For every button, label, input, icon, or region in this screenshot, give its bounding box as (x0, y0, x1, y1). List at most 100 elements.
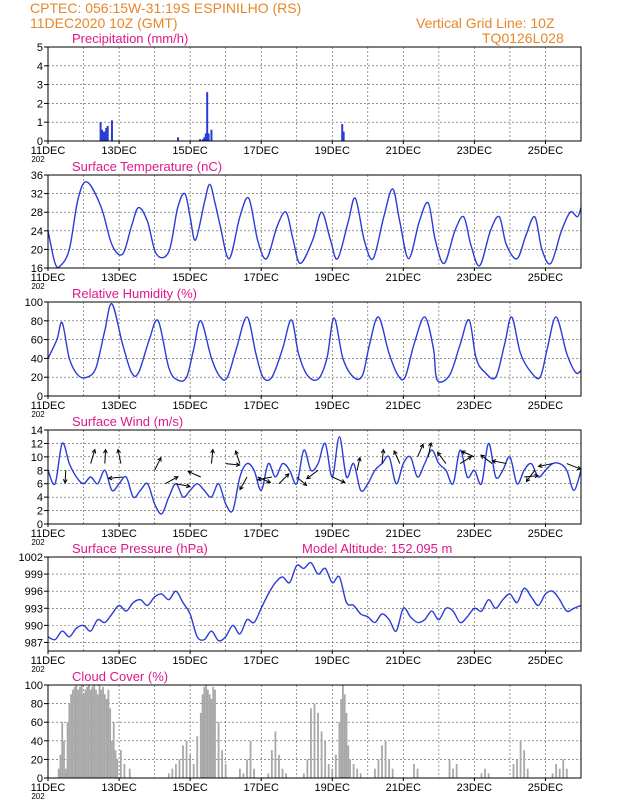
y-tick-label: 40 (31, 353, 43, 365)
panel-title: Cloud Cover (%) (72, 669, 168, 684)
x-tick-label: 25DEC (528, 655, 564, 667)
wind-arrow-head (460, 450, 466, 455)
cloud-bar (75, 685, 78, 778)
wind-arrow-shaft (117, 449, 122, 464)
cloud-bar (565, 768, 568, 778)
cloud-bar (526, 768, 529, 778)
cloud-bar (374, 768, 376, 778)
x-tick-label: 17DEC (243, 782, 279, 794)
x-tick-label: 23DEC (457, 782, 493, 794)
x-tick-label: 25DEC (528, 400, 564, 412)
precip-bar (201, 139, 204, 141)
cloud-bar (189, 754, 192, 778)
cloud-bar (214, 689, 216, 778)
wind-arrow-shaft (393, 450, 401, 464)
x-year-label: 202 (31, 282, 45, 291)
wind-arrow-head (210, 448, 215, 454)
cloud-bar (192, 764, 195, 778)
cloud-bar (340, 698, 343, 778)
y-tick-label: 32 (31, 189, 43, 201)
wind-arrow-head (306, 474, 311, 480)
x-tick-label: 23DEC (457, 528, 493, 540)
precip-bar (106, 125, 109, 141)
y-tick-label: 10 (31, 452, 43, 464)
cloud-bar (77, 689, 80, 778)
cloud-bar (73, 686, 76, 778)
x-tick-label: 15DEC (172, 782, 208, 794)
x-tick-label: 11DEC (31, 145, 66, 157)
y-tick-label: 5 (37, 42, 43, 54)
y-tick-label: 20 (31, 372, 43, 384)
wind-arrow-shaft (437, 452, 447, 464)
wind-arrow-head (266, 479, 272, 484)
x-tick-label: 21DEC (386, 655, 422, 667)
y-tick-label: 999 (25, 569, 43, 581)
x-tick-label: 23DEC (457, 655, 493, 667)
cloud-bar (128, 768, 131, 778)
cloud-bar (342, 685, 344, 778)
x-tick-label: 13DEC (101, 528, 137, 540)
y-tick-label: 80 (31, 316, 43, 328)
y-tick-label: 28 (31, 207, 43, 219)
x-tick-label: 11DEC (31, 272, 66, 284)
cloud-bar (63, 740, 65, 778)
x-year-label: 202 (31, 538, 45, 547)
cloud-bar (253, 768, 255, 778)
x-tick-label: 11DEC (31, 655, 66, 667)
grid-note-text: Vertical Grid Line: 10Z (416, 15, 555, 31)
panel-frame (47, 684, 582, 779)
cloud-bar (512, 764, 515, 778)
wind-arrow-head (537, 463, 543, 469)
cloud-bar (455, 764, 458, 778)
wind-arrow-head (103, 448, 108, 454)
cloud-bar (93, 685, 96, 778)
x-tick-label: 25DEC (528, 272, 564, 284)
wind-arrow-head (256, 476, 262, 482)
precip-bar (101, 129, 104, 141)
y-tick-label: 1 (37, 117, 43, 129)
cloud-bar (320, 731, 323, 778)
cloud-bar (384, 740, 387, 778)
cloud-bar (416, 768, 419, 778)
wind-arrow-shaft (538, 463, 553, 467)
wind-arrow-head (239, 485, 244, 491)
cloud-bar (64, 768, 67, 778)
cloud-bar (224, 764, 227, 778)
cloud-bar (347, 745, 350, 778)
panel-frame (47, 174, 582, 269)
panel-cloud: Cloud Cover (%) 0 20 40 60 80 100 11DEC 13DEC 15D… (25, 669, 582, 800)
panel-temp: Surface Temperature (nC) 16 20 24 28 32 36 11DE… (31, 159, 582, 291)
y-tick-label: 100 (25, 680, 43, 692)
panel-title: Surface Temperature (nC) (72, 159, 222, 174)
wind-arrow-shaft (566, 463, 581, 470)
cloud-bar (324, 740, 327, 778)
x-tick-label: 23DEC (457, 145, 493, 157)
cloud-bar (551, 773, 554, 778)
cloud-bar (352, 764, 355, 778)
cloud-bar (317, 712, 319, 778)
wind-arrow-shaft (381, 449, 384, 464)
cloud-bar (480, 773, 483, 778)
cloud-bar (114, 750, 117, 778)
x-tick-label: 15DEC (172, 145, 208, 157)
wind-arrow-shaft (239, 476, 248, 490)
y-tick-label: 80 (31, 699, 43, 711)
cloud-bar (249, 740, 252, 778)
wind-arrow-shaft (459, 456, 472, 464)
cloud-bar (123, 764, 126, 778)
wind-arrow-shaft (296, 476, 307, 486)
wind-arrow-head (467, 456, 473, 461)
x-tick-label: 17DEC (243, 655, 279, 667)
x-tick-label: 19DEC (315, 782, 351, 794)
date-line: 11DEC2020 10Z (GMT) (30, 15, 178, 31)
wind-arrow-shaft (225, 463, 240, 466)
wind-arrow-shaft (210, 449, 214, 464)
cloud-bar (391, 768, 394, 778)
x-tick-label: 21DEC (386, 782, 422, 794)
cloud-bar (217, 722, 220, 778)
cloud-bar (343, 694, 346, 778)
cloud-bar (119, 750, 122, 778)
x-tick-label: 17DEC (243, 400, 279, 412)
cloud-bar (178, 759, 181, 778)
wind-arrow-shaft (526, 469, 536, 482)
